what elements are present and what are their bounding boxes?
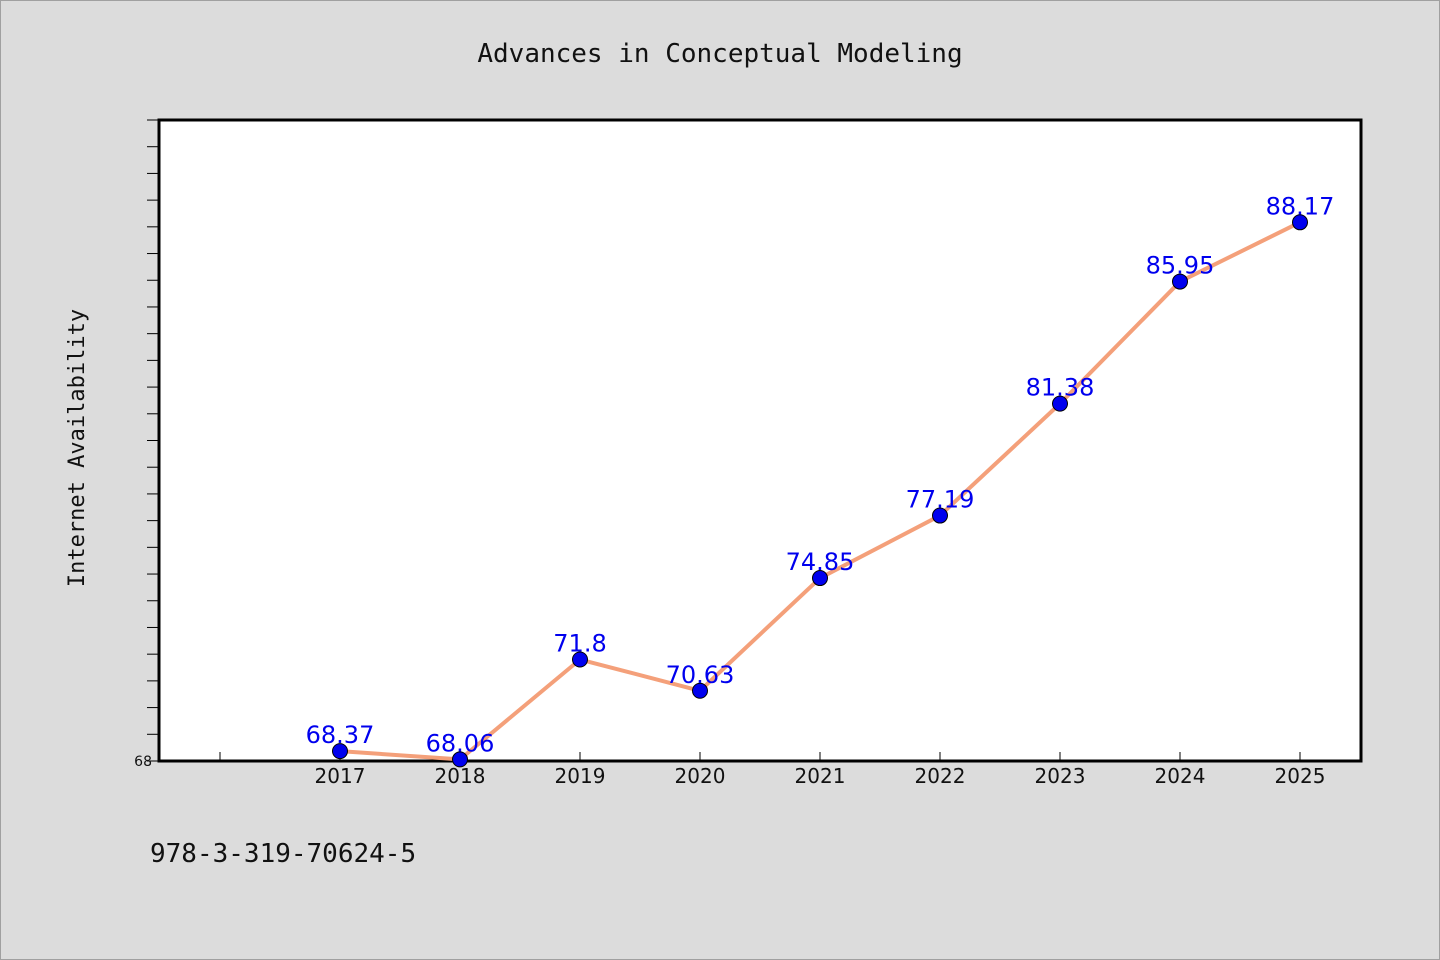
footer-isbn: 978-3-319-70624-5 [150, 839, 416, 869]
x-tick-label: 2019 [555, 764, 606, 788]
x-tick-label: 2018 [435, 764, 486, 788]
x-tick-label: 2024 [1155, 764, 1206, 788]
data-label: 68.37 [306, 721, 375, 749]
x-tick-label: 2017 [315, 764, 366, 788]
chart-title: Advances in Conceptual Modeling [477, 39, 962, 69]
data-point [1052, 395, 1068, 412]
data-point [812, 570, 828, 587]
data-label: 68.06 [426, 729, 495, 757]
y-axis-ticks: 68 [134, 119, 159, 770]
data-point [692, 682, 708, 699]
plot-area [157, 118, 1363, 763]
x-tick-label: 2022 [915, 764, 966, 788]
y-axis-label: Internet Availability [65, 309, 90, 587]
data-label: 81.38 [1026, 374, 1095, 402]
data-point [932, 507, 948, 524]
data-label: 85.95 [1146, 252, 1215, 280]
data-label: 70.63 [666, 661, 735, 689]
data-point [1292, 214, 1308, 231]
data-labels: 68.37 68.06 71.8 70.63 74.85 77.19 81.38 85.95 8… [306, 192, 1335, 757]
data-point [1172, 273, 1188, 290]
data-label: 74.85 [786, 548, 855, 576]
data-point [452, 751, 468, 768]
x-tick-label: 2023 [1035, 764, 1086, 788]
data-label: 77.19 [906, 486, 975, 514]
x-axis-ticks: 2017 2018 2019 2020 2021 2022 2023 2024 2025 [219, 752, 1326, 788]
x-tick-label: 2025 [1275, 764, 1326, 788]
x-tick-label: 2020 [675, 764, 726, 788]
data-point [332, 743, 348, 760]
x-tick-label: 2021 [795, 764, 846, 788]
data-point [572, 651, 588, 668]
data-label: 71.8 [553, 630, 606, 658]
data-label: 88.17 [1266, 192, 1335, 220]
y-tick-label: 68 [134, 754, 152, 770]
data-markers [332, 214, 1308, 768]
